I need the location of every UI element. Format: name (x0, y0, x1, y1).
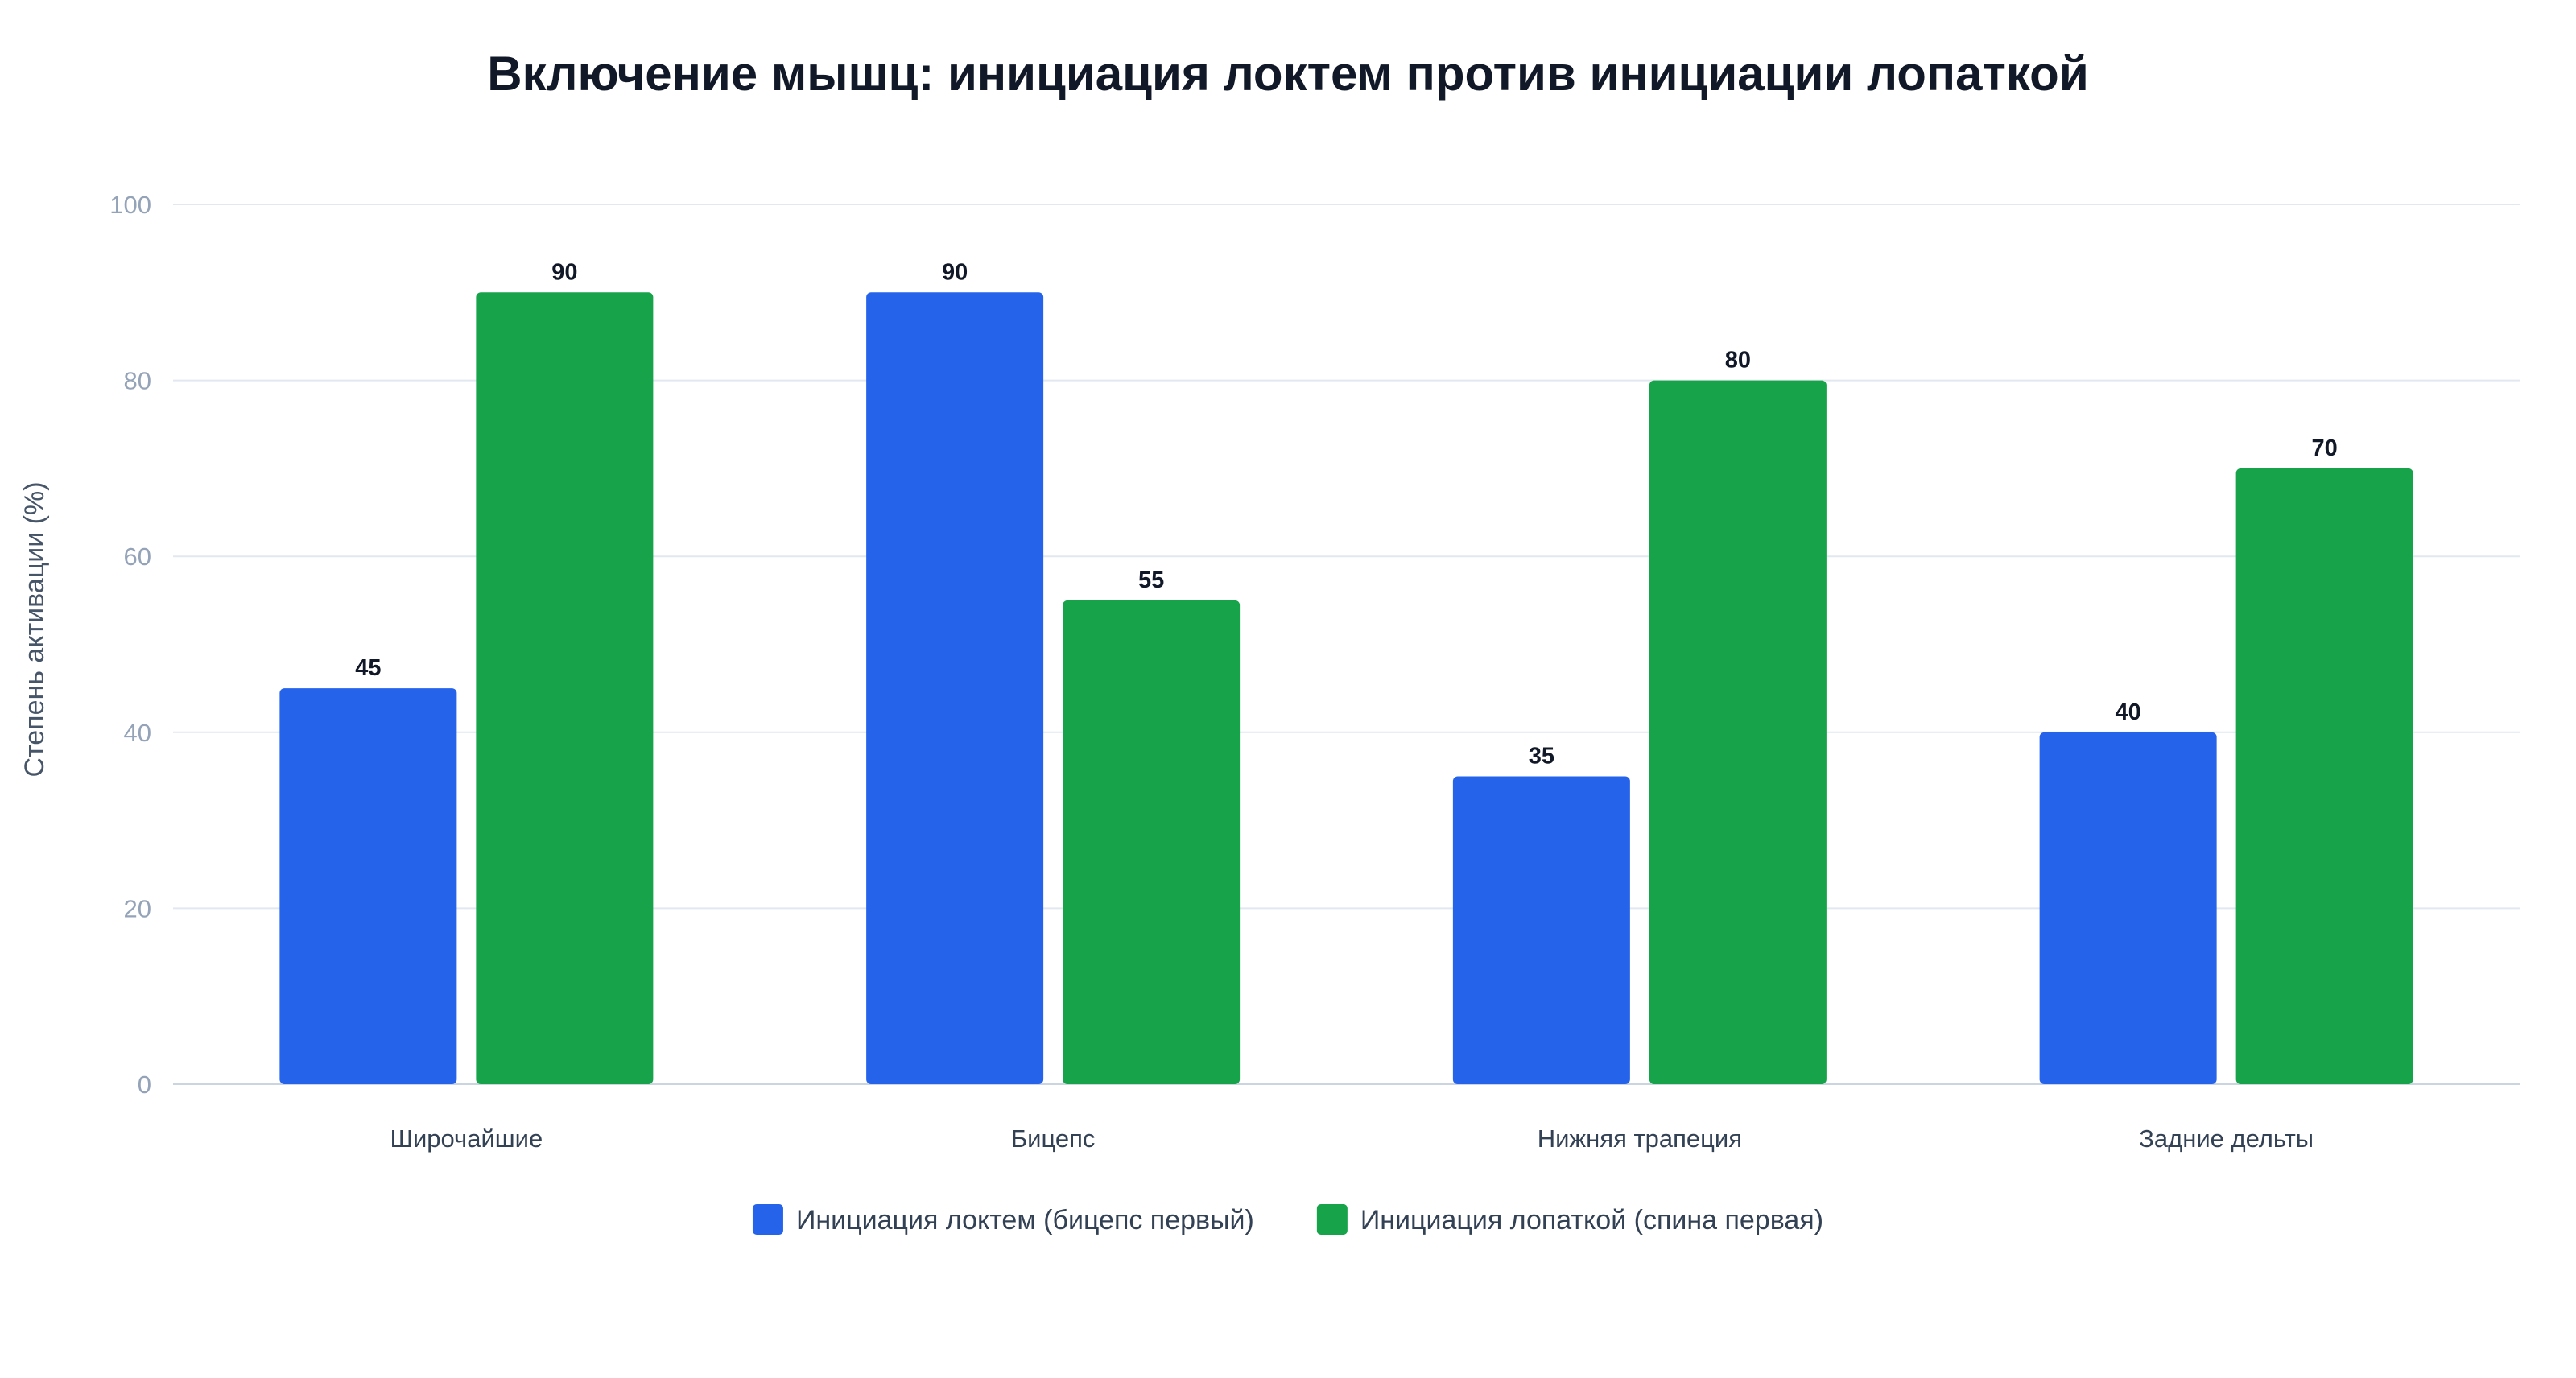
data-label: 90 (551, 259, 577, 285)
bar (279, 688, 457, 1084)
data-label: 70 (2311, 435, 2337, 461)
y-tick-label: 40 (124, 719, 151, 747)
y-tick-label: 20 (124, 894, 151, 922)
y-tick-label: 60 (124, 543, 151, 571)
bar (2039, 732, 2217, 1084)
legend-swatch (1316, 1204, 1348, 1235)
y-axis-label: Степень активации (%) (19, 481, 50, 777)
x-tick-label: Широчайшие (390, 1124, 543, 1153)
bar (1452, 776, 1630, 1084)
data-label: 80 (1725, 348, 1751, 373)
bar (1063, 600, 1241, 1084)
x-tick-label: Бицепс (1011, 1124, 1096, 1153)
bar (1649, 380, 1827, 1085)
bar (2235, 468, 2413, 1084)
legend-label: Инициация локтем (бицепс первый) (796, 1205, 1254, 1236)
data-label: 35 (1529, 743, 1554, 769)
legend-label: Инициация лопаткой (спина первая) (1360, 1205, 1823, 1236)
legend-swatch (752, 1204, 783, 1235)
data-label: 90 (942, 259, 968, 285)
y-axis-ticks: 0 20 40 60 80 100 (109, 191, 151, 1099)
legend: Инициация локтем (бицепс первый) Инициаци… (752, 1204, 1823, 1236)
bars-layer (279, 292, 2413, 1085)
x-tick-label: Нижняя трапеция (1538, 1124, 1742, 1153)
data-label: 55 (1138, 567, 1164, 593)
bar (476, 292, 654, 1084)
bar (866, 292, 1044, 1084)
data-label: 45 (355, 655, 381, 681)
x-axis-ticks: Широчайшие Бицепс Нижняя трапеция Задние де… (390, 1124, 2314, 1153)
y-tick-label: 0 (138, 1071, 151, 1099)
y-tick-label: 100 (109, 191, 151, 219)
data-labels-layer: 45 90 90 55 35 80 40 70 (355, 259, 2338, 769)
y-tick-label: 80 (124, 367, 151, 395)
data-label: 40 (2115, 699, 2140, 725)
x-tick-label: Задние дельты (2139, 1124, 2314, 1153)
chart-title: Включение мышц: инициация локтем против … (487, 47, 2088, 101)
